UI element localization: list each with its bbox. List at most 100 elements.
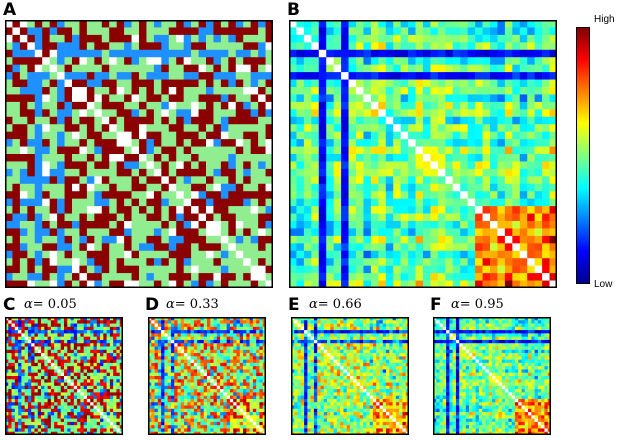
heatmap-cell — [86, 356, 91, 360]
heatmap-cell — [363, 124, 372, 132]
heatmap-cell — [207, 398, 211, 403]
heatmap-cell — [193, 336, 198, 341]
heatmap-cell — [164, 317, 168, 321]
heatmap-cell — [21, 376, 25, 380]
heatmap-cell — [191, 109, 199, 118]
heatmap-cell — [259, 382, 264, 387]
heatmap-cell — [475, 57, 483, 65]
heatmap-cell — [131, 265, 140, 274]
heatmap-cell — [41, 330, 45, 334]
heatmap-cell — [80, 379, 84, 383]
heatmap-cell — [86, 198, 95, 207]
heatmap-cell — [124, 27, 132, 36]
heatmap-cell — [180, 402, 185, 406]
heatmap-cell — [119, 379, 123, 383]
heatmap-cell — [210, 366, 214, 370]
heatmap-cell — [80, 372, 84, 377]
heatmap-cell — [207, 412, 211, 416]
heatmap-cell — [512, 20, 521, 28]
heatmap-cell — [57, 258, 65, 266]
heatmap-cell — [176, 161, 184, 170]
heatmap-cell — [19, 176, 28, 185]
heatmap-cell — [146, 213, 155, 222]
heatmap-cell — [151, 366, 155, 370]
heatmap-cell — [54, 412, 58, 416]
heatmap-cell — [378, 64, 387, 73]
heatmap-cell — [100, 412, 104, 416]
heatmap-cell — [86, 336, 91, 341]
heatmap-cell — [103, 385, 107, 390]
heatmap-cell — [363, 198, 372, 207]
heatmap-cell — [96, 330, 101, 334]
heatmap-cell — [14, 317, 19, 321]
heatmap-cell — [27, 131, 36, 140]
heatmap-cell — [235, 221, 244, 229]
heatmap-cell — [19, 87, 28, 95]
heatmap-cell — [106, 385, 111, 390]
heatmap-cell — [49, 109, 58, 118]
heatmap-cell — [445, 250, 454, 259]
heatmap-cell — [467, 49, 476, 58]
heatmap-cell — [11, 362, 16, 367]
heatmap-cell — [161, 265, 170, 274]
heatmap-cell — [445, 94, 454, 103]
heatmap-cell — [44, 362, 48, 367]
heatmap-cell — [42, 265, 50, 274]
heatmap-cell — [259, 385, 264, 390]
heatmap-cell — [236, 379, 241, 383]
heatmap-cell — [44, 389, 48, 393]
heatmap-cell — [549, 57, 557, 65]
heatmap-cell — [333, 116, 342, 125]
heatmap-cell — [467, 176, 476, 185]
heatmap-cell — [177, 362, 182, 367]
heatmap-cell — [243, 336, 247, 341]
heatmap-cell — [180, 379, 185, 383]
heatmap-cell — [119, 418, 123, 423]
heatmap-cell — [216, 330, 221, 334]
heatmap-cell — [190, 395, 195, 400]
heatmap-cell — [161, 402, 165, 406]
heatmap-cell — [408, 20, 416, 28]
heatmap-cell — [116, 250, 125, 259]
heatmap-cell — [14, 385, 19, 390]
heatmap-cell — [167, 320, 172, 324]
heatmap-cell — [161, 94, 170, 103]
heatmap-cell — [220, 116, 229, 125]
heatmap-cell — [31, 333, 35, 337]
heatmap-cell — [94, 34, 103, 43]
heatmap-cell — [54, 333, 58, 337]
heatmap-cell — [445, 273, 454, 281]
heatmap-cell — [157, 395, 162, 400]
heatmap-cell — [90, 330, 94, 334]
heatmap-cell — [100, 379, 104, 383]
heatmap-cell — [106, 369, 111, 374]
heatmap-cell — [167, 395, 172, 400]
heatmap-cell — [259, 398, 264, 403]
heatmap-cell — [190, 398, 195, 403]
heatmap-cell — [79, 79, 88, 88]
heatmap-cell — [265, 183, 273, 192]
heatmap-cell — [206, 228, 214, 237]
heatmap-cell — [223, 379, 227, 383]
heatmap-cell — [534, 20, 543, 28]
heatmap-cell — [400, 101, 409, 110]
heatmap-cell — [249, 320, 254, 324]
heatmap-cell — [504, 280, 513, 288]
heatmap-cell — [258, 42, 266, 51]
heatmap-cell — [497, 27, 506, 36]
heatmap-cell — [333, 258, 342, 266]
heatmap-cell — [356, 101, 364, 110]
heatmap-cell — [5, 415, 9, 419]
heatmap-cell — [42, 250, 50, 259]
heatmap-cell — [79, 139, 88, 147]
heatmap-cell — [24, 330, 29, 334]
heatmap-cell — [385, 20, 394, 28]
heatmap-cell — [116, 349, 121, 354]
heatmap-cell — [289, 109, 297, 118]
heatmap-cell — [341, 154, 349, 162]
heatmap-cell — [131, 109, 140, 118]
heatmap-cell — [77, 385, 81, 390]
heatmap-cell — [73, 385, 78, 390]
heatmap-cell — [197, 356, 201, 360]
heatmap-cell — [191, 116, 199, 125]
